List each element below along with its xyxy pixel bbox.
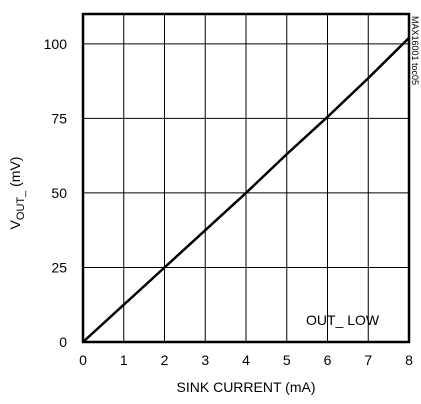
x-tick-label: 6 [324, 352, 332, 368]
y-tick-label: 75 [51, 110, 67, 126]
annotation-out-low: OUT_ LOW [306, 312, 380, 328]
figure-code-label: MAX16001 toc05 [410, 16, 420, 85]
plot-frame [81, 12, 411, 344]
y-axis-label-subscript: OUT_ [15, 190, 27, 220]
x-axis-label: SINK CURRENT (mA) [177, 379, 316, 395]
y-axis-label-main: V [7, 219, 23, 229]
y-tick-label: 25 [51, 259, 67, 275]
x-tick-label: 3 [201, 352, 209, 368]
x-tick-labels: 0 1 2 3 4 5 6 7 8 [79, 352, 413, 368]
y-axis-label-unit: (mV) [7, 157, 23, 191]
y-tick-label: 50 [51, 185, 67, 201]
x-tick-label: 8 [405, 352, 413, 368]
x-tick-label: 4 [242, 352, 250, 368]
x-tick-label: 7 [364, 352, 372, 368]
x-tick-label: 2 [161, 352, 169, 368]
x-tick-label: 5 [283, 352, 291, 368]
data-series [82, 37, 410, 343]
x-tick-label: 1 [120, 352, 128, 368]
y-axis-label: VOUT_ (mV) [7, 157, 27, 230]
y-tick-label: 100 [44, 36, 68, 52]
series-line-0 [82, 37, 410, 343]
grid-lines [83, 14, 409, 342]
y-tick-label: 0 [59, 334, 67, 350]
x-tick-label: 0 [79, 352, 87, 368]
y-tick-labels: 0 25 50 75 100 [44, 36, 68, 350]
